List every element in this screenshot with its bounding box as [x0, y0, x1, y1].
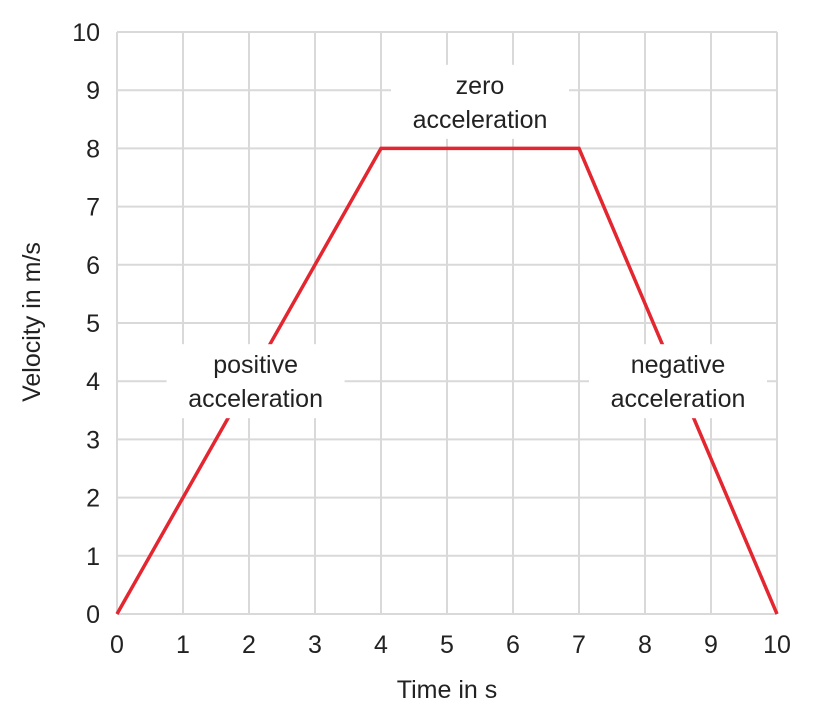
x-tick-label: 3	[308, 631, 322, 659]
tick-labels: 0 1 2 3 4 5 6 7 8 9 10 0 1 2 3 4 5 6 7 8 9 10	[72, 19, 791, 659]
y-tick-label: 6	[86, 252, 100, 280]
x-tick-label: 6	[506, 631, 520, 659]
annotation-label: positive	[213, 351, 298, 379]
x-tick-label: 9	[704, 631, 718, 659]
annotation-label: negative	[631, 351, 726, 379]
y-tick-label: 9	[86, 77, 100, 105]
y-tick-label: 0	[86, 601, 100, 629]
y-tick-label: 5	[86, 310, 100, 338]
annotation-label: zero	[456, 72, 505, 100]
y-tick-label: 3	[86, 426, 100, 454]
annotation-label: acceleration	[611, 385, 746, 413]
x-tick-label: 8	[638, 631, 652, 659]
x-tick-label: 4	[374, 631, 388, 659]
y-tick-label: 8	[86, 135, 100, 163]
annotation-bg	[589, 344, 767, 419]
y-tick-label: 2	[86, 485, 100, 513]
y-tick-label: 1	[86, 543, 100, 571]
y-tick-label: 7	[86, 194, 100, 222]
x-tick-label: 2	[242, 631, 256, 659]
annotation-bg	[391, 64, 569, 139]
y-tick-label: 10	[72, 19, 100, 47]
x-tick-label: 5	[440, 631, 454, 659]
x-tick-label: 0	[110, 631, 124, 659]
annotation-label: acceleration	[188, 385, 323, 413]
x-tick-label: 1	[176, 631, 190, 659]
x-tick-label: 7	[572, 631, 586, 659]
annotation-bg	[166, 344, 345, 419]
y-tick-label: 4	[86, 368, 100, 396]
y-axis-title: Velocity in m/s	[18, 242, 46, 402]
annotation-label: acceleration	[413, 106, 548, 134]
x-tick-label: 10	[763, 631, 791, 659]
x-axis-title: Time in s	[397, 676, 497, 704]
annotations: positive acceleration zero acceleration nega…	[166, 64, 767, 419]
